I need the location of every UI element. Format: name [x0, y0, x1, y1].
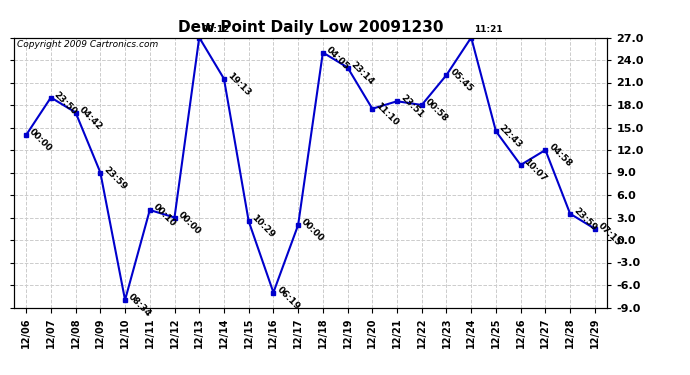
Text: 05:45: 05:45 [448, 67, 475, 94]
Text: 06:19: 06:19 [275, 285, 302, 311]
Text: 23:59: 23:59 [101, 165, 128, 192]
Text: 08:34: 08:34 [126, 292, 153, 319]
Text: 04:58: 04:58 [546, 142, 573, 169]
Text: 23:14: 23:14 [349, 60, 375, 87]
Text: 00:10: 00:10 [151, 202, 177, 229]
Text: 00:00: 00:00 [176, 210, 202, 236]
Text: 10:07: 10:07 [522, 157, 549, 184]
Text: 11:21: 11:21 [474, 25, 502, 34]
Text: 23:50: 23:50 [52, 90, 79, 116]
Text: 00:00: 00:00 [299, 217, 326, 243]
Text: 00:00: 00:00 [28, 127, 54, 153]
Text: Copyright 2009 Cartronics.com: Copyright 2009 Cartronics.com [17, 40, 158, 49]
Text: 19:13: 19:13 [226, 71, 252, 98]
Text: 07:15: 07:15 [596, 221, 623, 248]
Text: 22:43: 22:43 [497, 123, 524, 150]
Text: 11:10: 11:10 [374, 101, 400, 128]
Text: 10:29: 10:29 [250, 213, 277, 240]
Text: 23:51: 23:51 [398, 93, 425, 120]
Text: 00:12: 00:12 [202, 25, 230, 34]
Text: 00:58: 00:58 [423, 97, 450, 124]
Text: 04:42: 04:42 [77, 105, 104, 132]
Text: 04:05: 04:05 [324, 45, 351, 71]
Text: 23:59: 23:59 [571, 206, 598, 233]
Title: Dew Point Daily Low 20091230: Dew Point Daily Low 20091230 [178, 20, 443, 35]
